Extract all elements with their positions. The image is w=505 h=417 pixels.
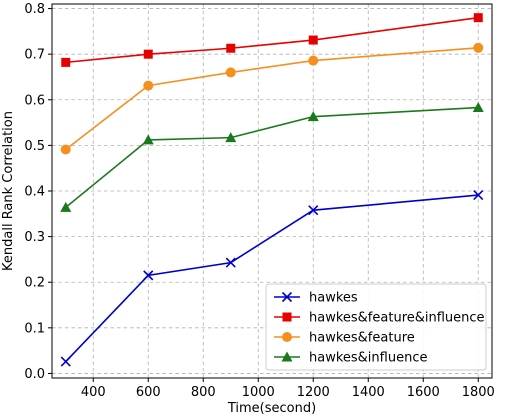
x-axis-label: Time(second) [227,401,316,416]
data-point [60,201,72,212]
data-point [226,43,236,53]
data-point [308,55,319,66]
data-point [308,205,319,216]
legend-entry: hawkes&feature [274,331,415,346]
x-tick-label: 1000 [242,385,275,400]
x-tick-label: 1600 [407,385,440,400]
data-point [225,67,236,78]
data-point [142,134,154,145]
data-point [143,80,154,91]
data-point [473,42,484,53]
legend-entry: hawkes&influence [274,351,427,366]
data-point [60,144,71,155]
series-hawkes-feature [60,42,484,155]
data-point [473,13,483,23]
legend-marker [282,312,292,322]
series-line [65,106,479,209]
series-lines [60,13,484,367]
data-point [143,49,153,59]
y-tick-label: 0.5 [24,139,45,154]
x-tick-label: 1800 [462,385,495,400]
legend: hawkes hawkes&feature&influence hawkes&fea… [265,283,487,371]
legend-marker [281,351,293,362]
x-tick-label: 400 [81,385,106,400]
data-point [225,257,236,268]
series-line [65,16,479,64]
y-axis-label: Kendall Rank Correlation [1,111,16,271]
x-tick-label: 1400 [352,385,385,400]
legend-label: hawkes&feature&influence [309,311,485,326]
x-tick-label: 600 [136,385,161,400]
x-tick-label: 1200 [297,385,330,400]
x-tick-label: 800 [191,385,216,400]
series-line [65,46,479,151]
legend-label: hawkes&feature [309,331,415,346]
axis-ticks: 400 600 800 1000 1200 1400 1600 1800 0.0 0.1 0.2 0.… [24,2,494,400]
legend-marker [281,291,293,303]
legend-label: hawkes [309,291,358,306]
series-hawkes [60,190,484,367]
y-tick-label: 0.3 [24,230,45,245]
y-tick-label: 0.7 [24,48,45,63]
legend-entry: hawkes [274,291,358,306]
legend-label: hawkes&influence [309,351,427,366]
data-point [307,111,319,122]
data-point [225,132,237,143]
y-tick-label: 0.1 [24,321,45,336]
data-point [61,57,71,67]
series-hawkes-influence [60,102,484,212]
legend-marker [282,332,292,342]
data-point [472,102,484,113]
data-point [308,35,318,45]
y-tick-label: 0.8 [24,2,45,17]
series-hawkes-feature-influence [61,13,483,67]
y-tick-label: 0.4 [24,185,45,200]
y-tick-label: 0.6 [24,93,45,108]
data-point [143,270,154,281]
data-point [473,190,484,201]
legend-box [265,283,487,371]
y-tick-label: 0.0 [24,367,45,382]
legend-entry: hawkes&feature&influence [274,311,485,326]
y-tick-label: 0.2 [24,276,45,291]
data-point [60,356,71,367]
